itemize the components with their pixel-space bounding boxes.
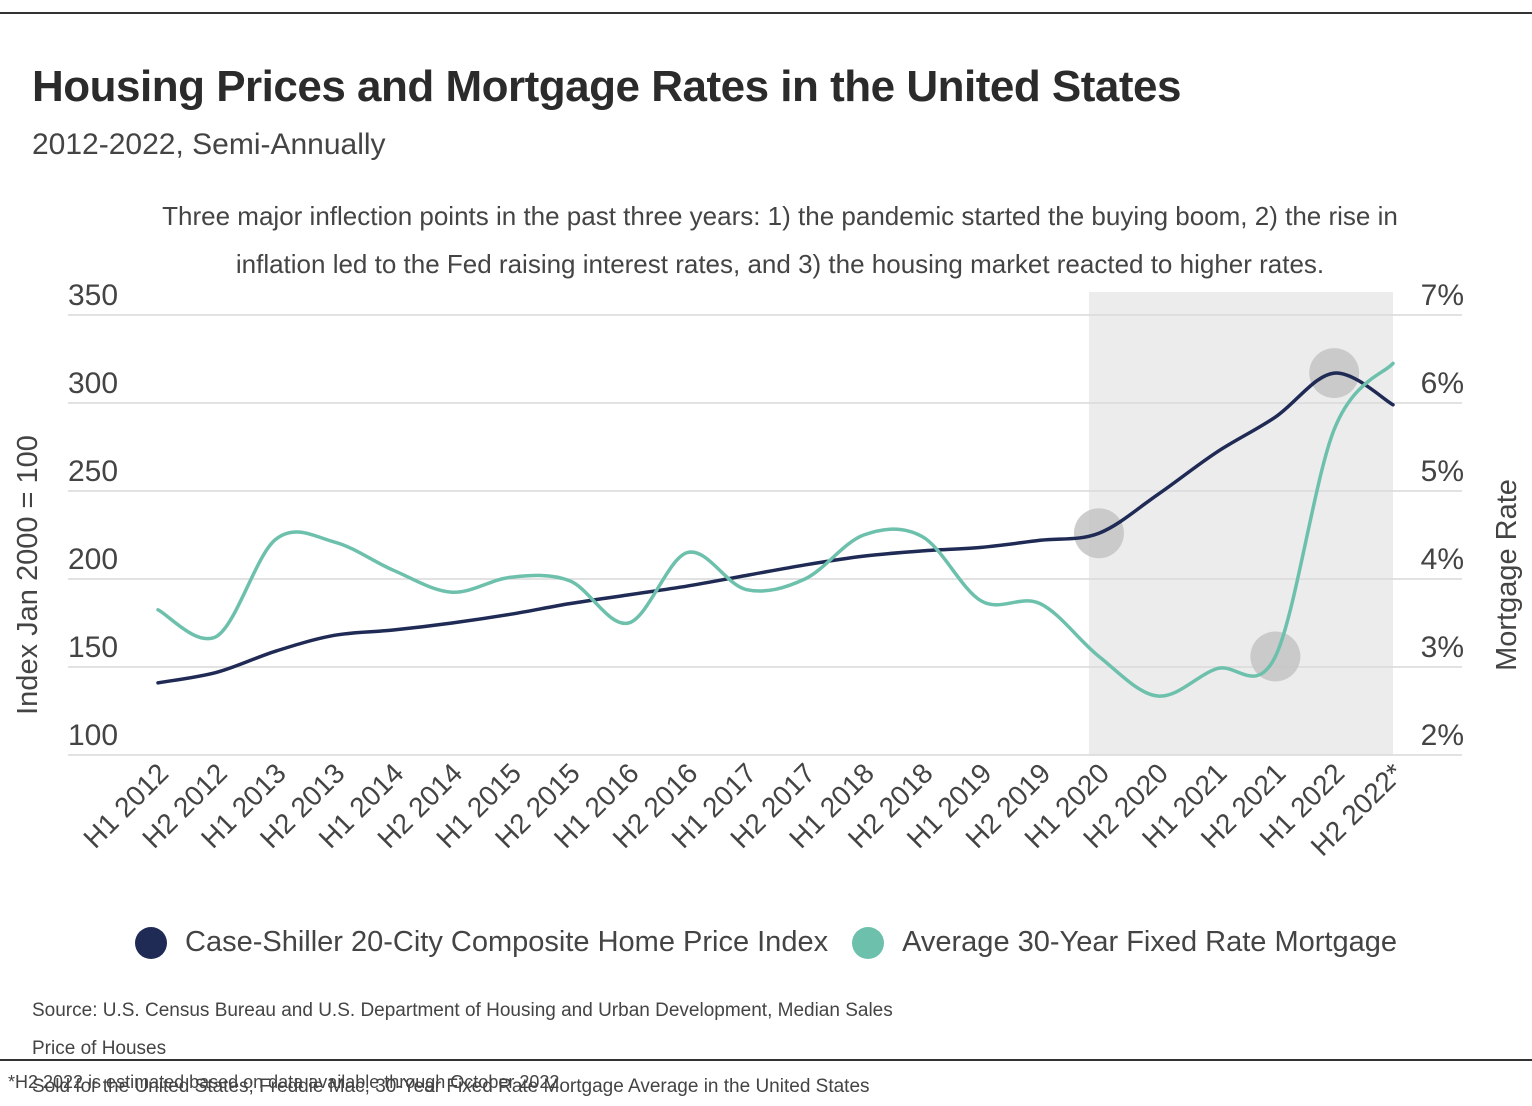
top-rule [0,12,1532,14]
series-line-mortgage [156,361,1395,698]
y2-tick-label: 5% [1421,455,1464,488]
y-axis-title: Index Jan 2000 = 100 [12,435,44,715]
legend-label-index: Case-Shiller 20-City Composite Home Pric… [185,926,829,958]
legend-dot-mortgage-icon [852,926,885,959]
footnote: *H2 2022 is estimated based on data avai… [8,1072,560,1092]
line-chart: 100 2% 150 3% 200 4% 250 5% 300 6% 350 7% Index Jan … [12,279,1523,862]
y2-tick-label: 2% [1421,719,1464,752]
y-tick-label: 350 [68,279,118,312]
legend-label-mortgage: Average 30-Year Fixed Rate Mortgage [902,926,1397,958]
source-line-2: Sold for the United States; Freddie Mac,… [32,1076,870,1097]
y-tick-label: 200 [68,543,118,576]
y2-tick-label: 7% [1421,279,1464,312]
y2-tick-label: 6% [1421,367,1464,400]
y-tick-label: 150 [68,631,118,664]
legend: Case-Shiller 20-City Composite Home Pric… [0,926,1532,959]
legend-item-index: Case-Shiller 20-City Composite Home Pric… [135,926,828,959]
series-line-index [156,371,1395,685]
y2-tick-label: 3% [1421,631,1464,664]
y-tick-label: 250 [68,455,118,488]
y2-tick-label: 4% [1421,543,1464,576]
chart-subtitle: 2012-2022, Semi-Annually [32,128,386,161]
legend-item-mortgage: Average 30-Year Fixed Rate Mortgage [852,926,1397,959]
source-line-1: Source: U.S. Census Bureau and U.S. Depa… [32,1000,893,1059]
source-note: Source: U.S. Census Bureau and U.S. Depa… [32,992,932,1106]
chart-title: Housing Prices and Mortgage Rates in the… [32,62,1182,111]
chart-note: Three major inflection points in the pas… [162,201,1398,279]
legend-dot-index-icon [135,926,167,959]
y-tick-label: 300 [68,367,118,400]
y2-axis-title: Mortgage Rate [1491,479,1523,671]
bottom-rule [0,1059,1532,1061]
y-tick-label: 100 [68,719,118,752]
